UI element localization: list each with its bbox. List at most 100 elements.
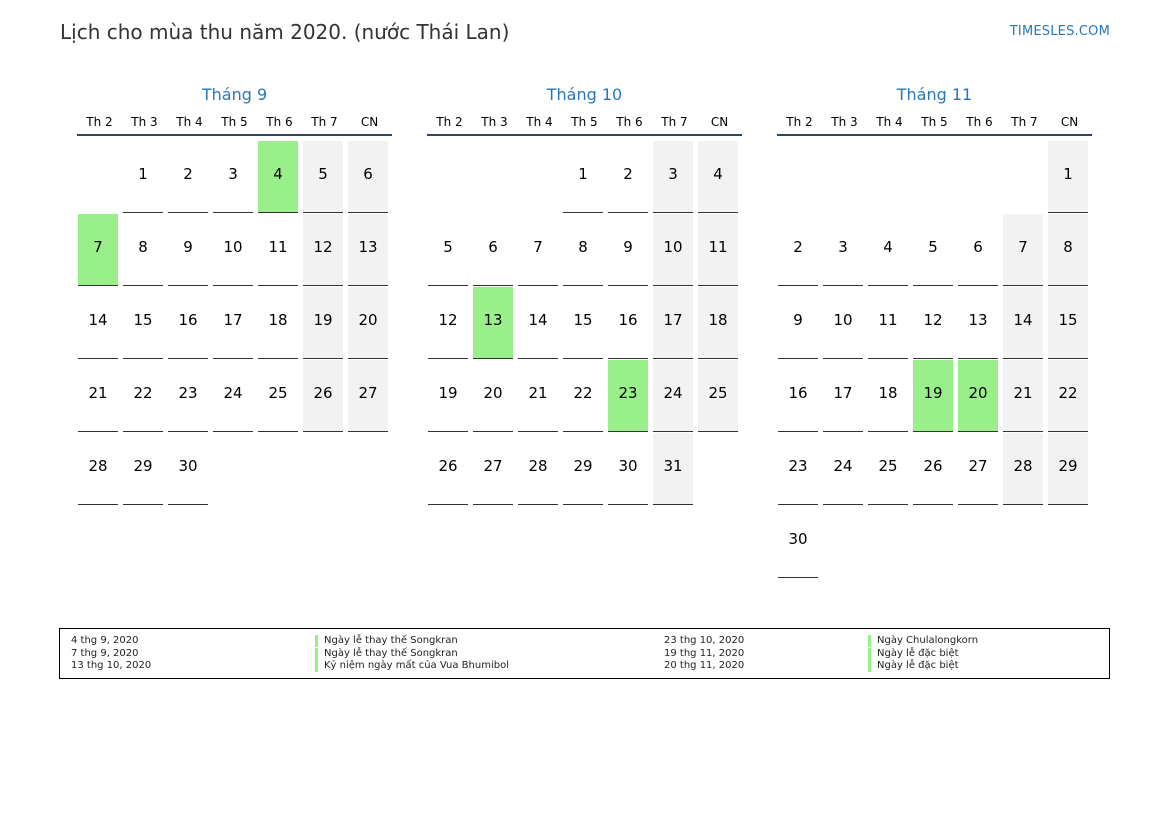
day-number: 4 [883,238,893,256]
day-cell: 2 [607,140,652,213]
holiday-cell: 23 [607,359,652,432]
holiday-cell: 4 [257,140,302,213]
legend-date: 4 thg 9, 2020 [71,635,139,646]
holiday-cell: 20 [957,359,1002,432]
day-cell: 9 [167,213,212,286]
week-row: 30 [777,505,1092,578]
day-cell: 24 [212,359,257,432]
day-cell: 12 [427,286,472,359]
page-title: Lịch cho mùa thu năm 2020. (nước Thái La… [60,20,510,44]
day-number: 28 [88,457,108,475]
empty-cell [347,432,392,505]
day-number: 29 [1058,457,1078,475]
day-cell: 25 [697,359,742,432]
day-cell: 4 [697,140,742,213]
day-cell: 13 [957,286,1002,359]
legend-holiday-name: Kỷ niệm ngày mất của Vua Bhumibol [315,660,509,672]
day-number: 2 [183,165,193,183]
day-number: 6 [973,238,983,256]
day-cell: 11 [257,213,302,286]
empty-cell [1047,505,1092,578]
legend-holiday-name: Ngày Chulalongkorn [868,635,978,647]
holiday-cell: 7 [77,213,122,286]
empty-cell [822,140,867,213]
day-cell: 17 [652,286,697,359]
day-cell: 19 [302,286,347,359]
day-number: 1 [578,165,588,183]
day-number: 17 [663,311,683,329]
day-number: 8 [578,238,588,256]
day-cell: 27 [957,432,1002,505]
day-number: 18 [878,384,898,402]
day-number: 16 [178,311,198,329]
day-number: 15 [573,311,593,329]
empty-cell [777,140,822,213]
day-cell: 16 [777,359,822,432]
day-cell: 21 [77,359,122,432]
day-number: 12 [438,311,458,329]
empty-cell [867,140,912,213]
legend-holiday-name: Ngày lễ đặc biệt [868,647,959,660]
day-cell: 3 [212,140,257,213]
day-number: 14 [1013,311,1033,329]
day-cell: 26 [302,359,347,432]
weekday-label: Th 7 [311,115,338,129]
day-cell: 21 [1002,359,1047,432]
day-number: 19 [313,311,333,329]
week-row: 9 10 11 12 13 14 15 [777,286,1092,359]
week-row: 7 8 9 10 11 12 13 [77,213,392,286]
day-cell: 23 [167,359,212,432]
month-calendar: Tháng 9 Th 2 Th 3 Th 4 Th 5 Th 6 Th 7 CN 1 2 3 4 5 6 7… [77,84,392,505]
day-number: 22 [133,384,153,402]
weekday-label: Th 7 [1011,115,1038,129]
day-cell: 12 [302,213,347,286]
day-cell: 9 [607,213,652,286]
day-number: 1 [138,165,148,183]
week-row: 16 17 18 19 20 21 22 [777,359,1092,432]
legend-holiday-name: Ngày lễ thay thế Songkran [315,647,458,660]
brand-link[interactable]: TIMESLES.COM [1009,24,1110,39]
day-cell: 8 [122,213,167,286]
day-cell: 23 [777,432,822,505]
empty-cell [77,140,122,213]
day-cell: 17 [212,286,257,359]
day-number: 24 [663,384,683,402]
weekday-label: Th 7 [661,115,688,129]
day-cell: 7 [517,213,562,286]
day-number: 9 [183,238,193,256]
weekday-label: Th 4 [176,115,203,129]
holiday-cell: 13 [472,286,517,359]
day-cell: 18 [697,286,742,359]
day-number: 23 [178,384,198,402]
day-number: 11 [878,311,898,329]
day-number: 18 [268,311,288,329]
day-cell: 26 [427,432,472,505]
day-number: 22 [573,384,593,402]
empty-cell [957,505,1002,578]
day-number: 5 [443,238,453,256]
day-cell: 17 [822,359,867,432]
day-number: 19 [923,384,943,402]
day-number: 20 [968,384,988,402]
day-cell: 3 [652,140,697,213]
empty-cell [1002,505,1047,578]
day-cell: 11 [697,213,742,286]
day-number: 16 [788,384,808,402]
day-number: 2 [793,238,803,256]
day-number: 4 [273,165,283,183]
day-number: 7 [533,238,543,256]
day-cell: 20 [347,286,392,359]
empty-cell [912,140,957,213]
legend-date: 13 thg 10, 2020 [71,660,152,671]
day-number: 30 [618,457,638,475]
day-number: 10 [833,311,853,329]
day-cell: 14 [77,286,122,359]
day-number: 10 [223,238,243,256]
day-cell: 28 [1002,432,1047,505]
weekday-label: Th 6 [266,115,293,129]
day-cell: 25 [257,359,302,432]
day-number: 26 [438,457,458,475]
day-number: 26 [313,384,333,402]
day-cell: 15 [562,286,607,359]
day-number: 7 [1018,238,1028,256]
